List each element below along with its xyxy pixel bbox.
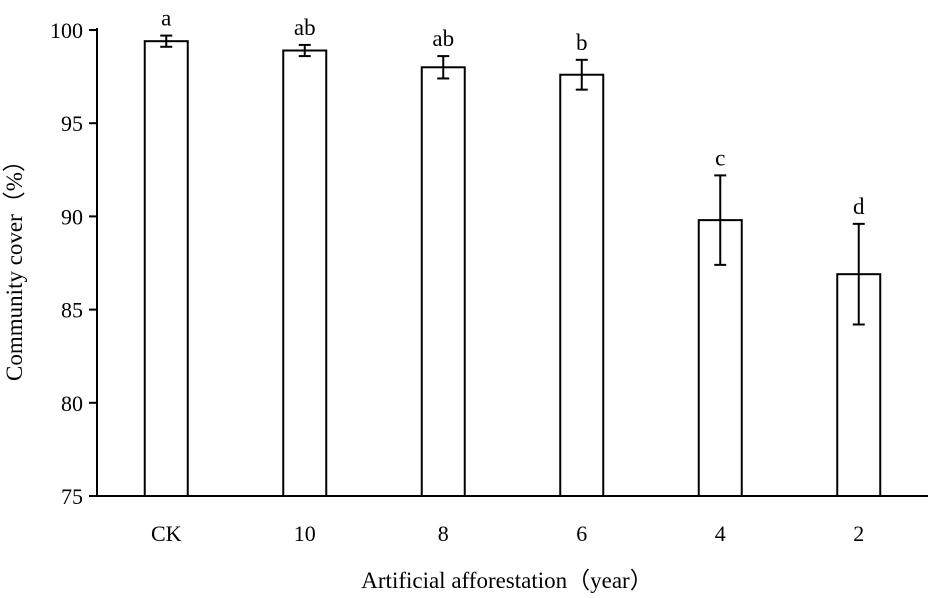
x-tick-label: 8 [438,521,449,546]
significance-label: ab [294,15,316,40]
x-tick-label: 2 [853,521,864,546]
bar [143,40,189,498]
x-tick-label: CK [151,521,182,546]
significance-label: b [576,30,588,55]
plot-area: 75 80 85 90 95 100 a CK ab 10 ab 8 b 6 c 4 d 2 [50,6,928,546]
y-tick-label: 95 [61,111,83,136]
x-tick-label: 6 [576,521,587,546]
y-axis-title: Community cover（%） [2,149,27,381]
significance-label: d [853,194,865,219]
x-axis-title: Artificial afforestation（year） [361,568,652,593]
bar [282,49,328,498]
y-tick-label: 80 [61,391,83,416]
significance-label: c [715,145,725,170]
y-tick-label: 90 [61,204,83,229]
x-tick-label: 4 [715,521,726,546]
bar [559,73,605,498]
y-tick-label: 85 [61,298,83,323]
y-tick-label: 75 [61,484,83,509]
y-tick-label: 100 [50,18,83,43]
bar [420,66,466,497]
significance-label: ab [432,26,454,51]
bar [697,219,743,498]
significance-label: a [161,6,171,31]
x-tick-label: 10 [294,521,316,546]
